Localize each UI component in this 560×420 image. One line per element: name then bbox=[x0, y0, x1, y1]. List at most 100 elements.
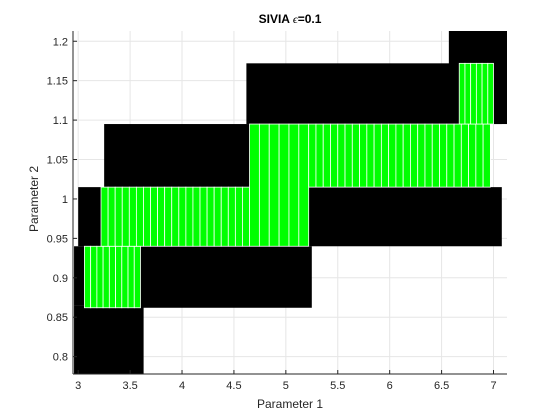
chart-title-prefix: SIVIA bbox=[259, 12, 293, 26]
feasible-box bbox=[258, 123, 270, 247]
feasible-box bbox=[114, 186, 123, 247]
feasible-box bbox=[417, 123, 426, 188]
feasible-box bbox=[268, 123, 280, 247]
feasible-box bbox=[351, 123, 360, 188]
y-tick-label: 0.8 bbox=[53, 352, 68, 364]
y-axis-label: Parameter 2 bbox=[27, 166, 41, 232]
feasible-box bbox=[185, 186, 194, 247]
feasible-box bbox=[128, 186, 137, 247]
undetermined-box bbox=[104, 124, 250, 188]
feasible-box bbox=[481, 62, 489, 125]
feasible-box bbox=[308, 123, 317, 188]
feasible-box bbox=[487, 62, 494, 125]
feasible-boxes bbox=[84, 62, 494, 309]
feasible-box bbox=[100, 186, 109, 247]
feasible-box bbox=[90, 245, 98, 309]
feasible-box bbox=[178, 186, 187, 247]
feasible-box bbox=[458, 62, 466, 125]
feasible-box bbox=[242, 186, 250, 247]
feasible-box bbox=[133, 245, 141, 309]
feasible-box bbox=[402, 123, 411, 188]
feasible-box bbox=[337, 123, 346, 188]
x-tick-label: 3 bbox=[75, 380, 81, 392]
feasible-box bbox=[439, 123, 448, 188]
feasible-box bbox=[468, 123, 477, 188]
feasible-box bbox=[121, 186, 130, 247]
x-tick-label: 5.5 bbox=[330, 380, 345, 392]
feasible-box bbox=[424, 123, 433, 188]
chart-title-epsilon: ϵ bbox=[293, 12, 299, 26]
feasible-box bbox=[315, 123, 324, 188]
feasible-box bbox=[359, 123, 368, 188]
y-tick-label: 1.2 bbox=[53, 36, 68, 48]
feasible-box bbox=[278, 123, 290, 247]
feasible-box bbox=[446, 123, 455, 188]
feasible-box bbox=[373, 123, 382, 188]
feasible-box bbox=[220, 186, 229, 247]
feasible-box bbox=[213, 186, 222, 247]
feasible-box bbox=[380, 123, 390, 188]
x-tick-label: 4 bbox=[179, 380, 185, 392]
feasible-box bbox=[453, 123, 462, 188]
x-tick-labels: 3 3.5 4 4.5 5 5.5 6 6.5 7 bbox=[75, 380, 496, 392]
feasible-box bbox=[227, 186, 236, 247]
feasible-box bbox=[192, 186, 201, 247]
feasible-box bbox=[127, 245, 135, 309]
feasible-box bbox=[135, 186, 144, 247]
feasible-box bbox=[460, 123, 469, 188]
feasible-box bbox=[121, 245, 129, 309]
feasible-box bbox=[102, 245, 110, 309]
feasible-box bbox=[410, 123, 419, 188]
undetermined-box bbox=[306, 187, 502, 247]
feasible-box bbox=[96, 245, 104, 309]
feasible-box bbox=[475, 62, 483, 125]
x-axis-label: Parameter 1 bbox=[257, 397, 323, 411]
feasible-box bbox=[464, 62, 472, 125]
feasible-box bbox=[143, 186, 151, 247]
feasible-box bbox=[234, 186, 243, 247]
feasible-box bbox=[431, 123, 440, 188]
feasible-box bbox=[330, 123, 339, 188]
axes bbox=[72, 31, 507, 375]
x-tick-label: 6.5 bbox=[434, 380, 449, 392]
feasible-box bbox=[84, 245, 92, 309]
y-tick-label: 0.95 bbox=[47, 233, 68, 245]
x-tick-label: 6 bbox=[387, 380, 393, 392]
chart-title: SIVIA ϵ=0.1 bbox=[259, 12, 322, 26]
feasible-box bbox=[395, 123, 404, 188]
chart-title-suffix: =0.1 bbox=[298, 12, 322, 26]
y-tick-label: 1 bbox=[62, 194, 68, 206]
feasible-box bbox=[298, 123, 310, 247]
feasible-box bbox=[388, 123, 397, 188]
feasible-box bbox=[164, 186, 173, 247]
feasible-box bbox=[157, 186, 166, 247]
x-tick-label: 5 bbox=[283, 380, 289, 392]
feasible-box bbox=[150, 186, 158, 247]
undetermined-box bbox=[74, 305, 144, 374]
x-tick-label: 4.5 bbox=[226, 380, 241, 392]
x-tick-label: 3.5 bbox=[122, 380, 137, 392]
y-tick-label: 1.15 bbox=[47, 76, 68, 88]
x-tick-label: 7 bbox=[490, 380, 496, 392]
y-tick-label: 1.05 bbox=[47, 155, 68, 167]
feasible-box bbox=[115, 245, 123, 309]
feasible-box bbox=[288, 123, 300, 247]
y-tick-labels: 0.8 0.85 0.9 0.95 1 1.05 1.1 1.15 1.2 bbox=[47, 36, 68, 363]
feasible-box bbox=[470, 62, 477, 125]
feasible-box bbox=[107, 186, 116, 247]
undetermined-box bbox=[78, 187, 105, 247]
feasible-box bbox=[108, 245, 116, 309]
feasible-box bbox=[366, 123, 375, 188]
y-tick-label: 0.85 bbox=[47, 312, 68, 324]
y-tick-label: 0.9 bbox=[53, 273, 68, 285]
feasible-box bbox=[199, 186, 208, 247]
feasible-box bbox=[475, 123, 484, 188]
feasible-box bbox=[249, 123, 260, 247]
feasible-box bbox=[322, 123, 331, 188]
feasible-box bbox=[171, 186, 180, 247]
feasible-box bbox=[206, 186, 215, 247]
feasible-box bbox=[482, 123, 491, 188]
feasible-box bbox=[344, 123, 353, 188]
y-tick-label: 1.1 bbox=[53, 115, 68, 127]
